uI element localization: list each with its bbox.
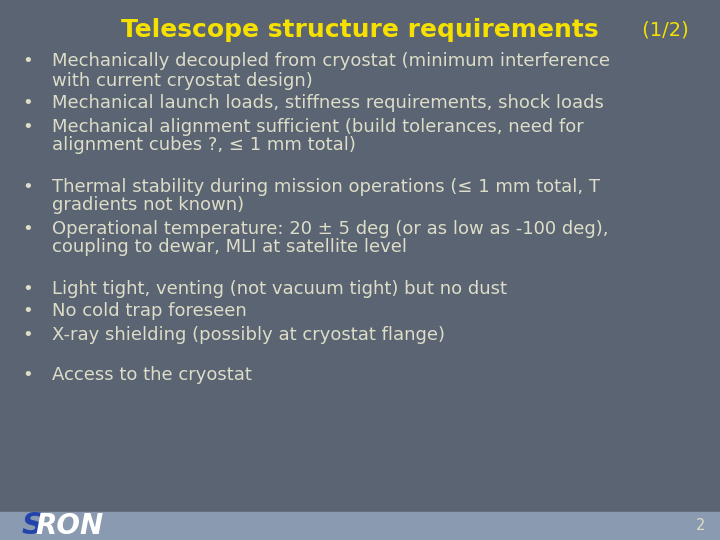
Text: coupling to dewar, MLI at satellite level: coupling to dewar, MLI at satellite leve…	[52, 239, 407, 256]
Text: •: •	[22, 326, 33, 343]
Text: 2: 2	[696, 518, 705, 534]
Text: •: •	[22, 118, 33, 136]
Text: alignment cubes ?, ≤ 1 mm total): alignment cubes ?, ≤ 1 mm total)	[52, 137, 356, 154]
Text: •: •	[22, 302, 33, 321]
Text: •: •	[22, 280, 33, 298]
Text: •: •	[22, 178, 33, 195]
Text: Operational temperature: 20 ± 5 deg (or as low as -100 deg),: Operational temperature: 20 ± 5 deg (or …	[52, 219, 608, 238]
Text: with current cryostat design): with current cryostat design)	[52, 71, 312, 90]
Text: •: •	[22, 52, 33, 71]
Bar	[0, 512, 720, 540]
Text: S: S	[22, 511, 44, 540]
Text: Mechanically decoupled from cryostat (minimum interference: Mechanically decoupled from cryostat (mi…	[52, 52, 610, 71]
Text: Light tight, venting (not vacuum tight) but no dust: Light tight, venting (not vacuum tight) …	[52, 280, 507, 298]
Text: Mechanical launch loads, stiffness requirements, shock loads: Mechanical launch loads, stiffness requi…	[52, 94, 604, 112]
Text: (1/2): (1/2)	[636, 21, 689, 39]
Text: No cold trap foreseen: No cold trap foreseen	[52, 302, 247, 321]
Text: •: •	[22, 94, 33, 112]
Text: Mechanical alignment sufficient (build tolerances, need for: Mechanical alignment sufficient (build t…	[52, 118, 584, 136]
Text: Access to the cryostat: Access to the cryostat	[52, 367, 252, 384]
Text: Thermal stability during mission operations (≤ 1 mm total, T: Thermal stability during mission operati…	[52, 178, 600, 195]
Text: RON: RON	[35, 512, 103, 540]
Text: gradients not known): gradients not known)	[52, 197, 244, 214]
Text: •: •	[22, 219, 33, 238]
Text: •: •	[22, 367, 33, 384]
Text: X-ray shielding (possibly at cryostat flange): X-ray shielding (possibly at cryostat fl…	[52, 326, 445, 343]
Text: Telescope structure requirements: Telescope structure requirements	[121, 18, 599, 42]
